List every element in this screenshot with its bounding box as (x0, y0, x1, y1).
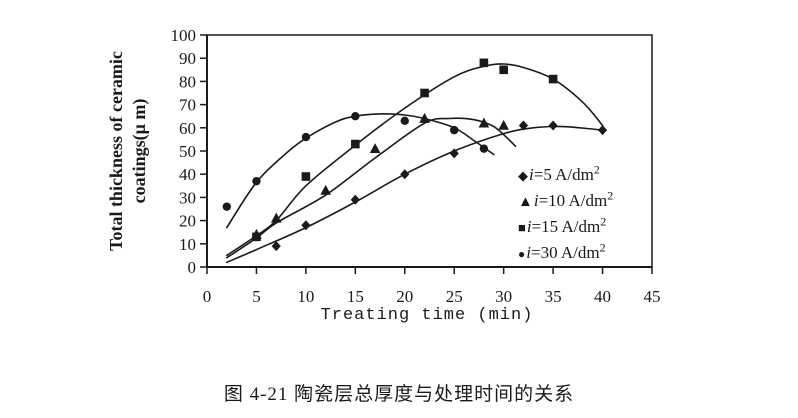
y-tick-label: 20 (179, 212, 196, 231)
y-axis-title-line1: Total thickness of ceramic (106, 51, 126, 251)
square-marker (479, 58, 489, 68)
diamond-marker (350, 194, 360, 205)
x-axis-ticks: 0 5 10 15 20 25 30 35 40 45 (203, 267, 661, 306)
trend-line-i5 (225, 125, 604, 264)
square-marker (548, 74, 558, 84)
y-axis-title: Total thickness of ceramic coatings(μ m) (105, 21, 151, 281)
legend-item-i5: ◆i=5 A/dm2 (518, 156, 613, 184)
x-tick-label: 15 (347, 287, 364, 306)
legend-label-i5: i=5 A/dm2 (529, 162, 600, 184)
square-marker (252, 232, 261, 242)
y-tick-label: 70 (179, 96, 196, 115)
y-tick-label: 80 (179, 72, 196, 91)
legend-item-i30: ●i=30 A/dm2 (518, 234, 613, 262)
legend-label-i30: i=30 A/dm2 (526, 240, 606, 262)
y-tick-label: 60 (179, 119, 196, 138)
thickness-vs-time-chart: 0 5 10 15 20 25 30 35 40 45 0 10 20 30 40 50 60 70 80 90 100 (171, 26, 661, 306)
y-axis-ticks: 0 10 20 30 40 50 60 70 80 90 100 (171, 26, 207, 277)
circle-marker (222, 202, 231, 211)
circle-legend-icon: ● (518, 246, 526, 261)
y-tick-label: 40 (179, 165, 196, 184)
legend-label-i10: i=10 A/dm2 (533, 188, 614, 210)
series-i30 (222, 112, 495, 229)
legend-item-i15: ■i=15 A/dm2 (518, 208, 613, 236)
diamond-marker (400, 169, 410, 180)
square-marker (351, 139, 360, 149)
square-legend-icon: ■ (518, 219, 526, 235)
figure-caption: 图 4-21 陶瓷层总厚度与处理时间的关系 (223, 384, 575, 405)
diamond-marker (449, 148, 459, 159)
chart-legend: ◆i=5 A/dm2 ▲i=10 A/dm2 ■i=15 A/dm2 ●i=30 A/… (518, 156, 614, 262)
y-tick-label: 0 (188, 258, 197, 277)
series-i15 (225, 58, 604, 257)
y-tick-label: 10 (179, 235, 196, 254)
circle-marker (301, 132, 311, 142)
legend-label-i15: i=15 A/dm2 (526, 214, 607, 236)
diamond-marker (271, 241, 281, 252)
x-tick-label: 25 (446, 287, 463, 306)
square-marker (499, 65, 508, 75)
x-tick-label: 10 (297, 287, 314, 306)
legend-item-i10: ▲i=10 A/dm2 (518, 182, 614, 210)
series-i5 (225, 120, 608, 264)
x-tick-label: 5 (252, 287, 261, 306)
y-tick-label: 90 (179, 49, 196, 68)
y-tick-label: 100 (171, 26, 197, 45)
y-tick-label: 30 (179, 188, 196, 207)
diamond-legend-icon: ◆ (518, 167, 528, 183)
triangle-marker (270, 212, 282, 223)
diamond-marker (548, 120, 558, 131)
square-marker (301, 172, 311, 181)
triangle-marker (320, 184, 331, 195)
triangle-legend-icon: ▲ (518, 193, 533, 210)
circle-marker (450, 125, 459, 135)
diamond-marker (301, 220, 311, 231)
x-tick-label: 0 (203, 287, 212, 306)
x-tick-label: 35 (545, 287, 562, 306)
x-tick-label: 40 (594, 287, 611, 306)
x-tick-label: 30 (495, 287, 512, 306)
triangle-marker (478, 117, 490, 128)
diamond-marker (597, 125, 608, 136)
square-marker (420, 88, 429, 98)
y-axis-title-line2: coatings(μ m) (129, 98, 149, 204)
diamond-marker (518, 120, 529, 131)
circle-marker (400, 116, 409, 126)
y-tick-label: 50 (179, 142, 196, 161)
circle-marker (252, 176, 261, 186)
triangle-marker (369, 143, 381, 153)
circle-marker (351, 112, 360, 121)
circle-marker (479, 144, 489, 153)
x-axis-title: Treating time (min) (320, 306, 534, 325)
x-tick-label: 45 (644, 287, 661, 306)
x-tick-label: 20 (396, 287, 413, 306)
triangle-marker (498, 119, 509, 130)
series-i10 (225, 112, 517, 259)
